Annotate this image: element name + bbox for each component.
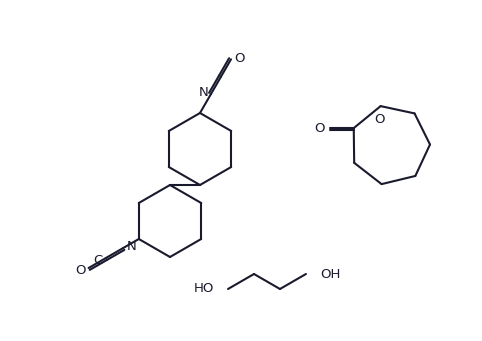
Text: O: O [375, 113, 385, 126]
Text: O: O [75, 264, 86, 277]
Text: C: C [94, 253, 103, 267]
Text: N: N [127, 239, 137, 252]
Text: HO: HO [194, 282, 214, 296]
Text: N: N [199, 87, 209, 100]
Text: O: O [234, 52, 244, 65]
Text: OH: OH [320, 267, 340, 281]
Text: O: O [314, 122, 325, 135]
